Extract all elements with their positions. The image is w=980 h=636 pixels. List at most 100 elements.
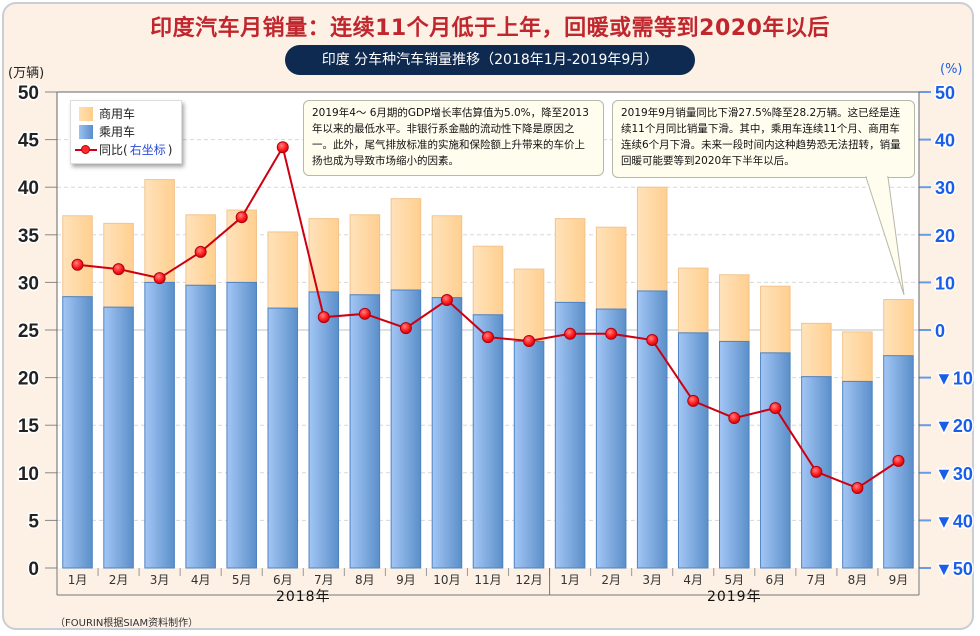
bar-commercial — [760, 285, 791, 354]
right-axis-unit: (%) — [940, 62, 963, 77]
bar-commercial — [636, 186, 668, 292]
yoy-point — [523, 334, 536, 347]
bar-passenger — [308, 291, 340, 569]
yoy-point — [646, 333, 659, 346]
left-tick-label: 50 — [18, 83, 39, 104]
bar-passenger — [554, 301, 586, 569]
chart-subtitle: 印度 分车种汽车销量推移（2018年1月-2019年9月） — [285, 45, 695, 75]
bar-passenger — [390, 289, 422, 569]
yoy-point — [728, 412, 741, 425]
passenger-swatch — [79, 125, 93, 139]
x-tick-label: 3月 — [642, 573, 662, 587]
source-note: （FOURIN根据SIAM资料制作） — [55, 618, 199, 629]
annotation-gdp: 2019年4～ 6月期的GDP增长率估算值为5.0%，降至2013年以来的最低水… — [303, 100, 604, 176]
bar-commercial — [62, 215, 93, 298]
yoy-point — [276, 141, 289, 154]
bar-passenger — [595, 308, 627, 569]
legend: 商用车 乘用车 同比(右坐标) — [70, 100, 182, 164]
bar-commercial — [472, 245, 504, 316]
x-tick-label: 4月 — [683, 573, 703, 587]
bar-passenger — [103, 306, 134, 569]
left-tick-label: 35 — [18, 226, 40, 247]
bar-passenger — [719, 340, 750, 569]
legend-label-yoy-prefix: 同比( — [99, 143, 128, 157]
yoy-point — [482, 331, 494, 344]
bar-passenger — [144, 281, 175, 569]
legend-label-yoy-suffix: ) — [167, 143, 173, 157]
commercial-swatch — [79, 107, 93, 121]
annotation-sep-2019: 2019年9月销量同比下滑27.5%降至28.2万辆。这已经是连续11个月同比销… — [612, 100, 915, 178]
legend-label-yoy-axis: 右坐标 — [129, 143, 166, 157]
bar-commercial — [144, 179, 175, 283]
bar-passenger — [226, 281, 257, 569]
x-tick-label: 8月 — [848, 573, 868, 587]
left-tick-label: 40 — [18, 178, 39, 199]
left-axis-unit: (万辆) — [8, 66, 45, 81]
x-tick-label: 9月 — [396, 573, 416, 587]
yoy-point — [194, 245, 207, 258]
bar-commercial — [513, 268, 545, 342]
bar-passenger — [636, 290, 668, 569]
x-tick-label: 11月 — [474, 573, 501, 587]
bar-passenger — [513, 340, 545, 569]
page-title: 印度汽车月销量：连续11个月低于上年，回暖或需等到2020年以后 — [150, 16, 830, 41]
bar-commercial — [554, 218, 586, 303]
yoy-point — [892, 454, 905, 467]
left-tick-label: 10 — [18, 464, 39, 485]
x-tick-label: 3月 — [150, 573, 170, 587]
yoy-point — [317, 311, 330, 324]
x-tick-label: 2月 — [601, 573, 621, 587]
bar-passenger — [62, 296, 93, 569]
bar-commercial — [595, 226, 627, 310]
x-tick-label: 7月 — [314, 573, 334, 587]
x-tick-label: 8月 — [355, 573, 375, 587]
year-label: 2018年 — [276, 589, 331, 605]
x-tick-label: 5月 — [724, 573, 744, 587]
x-tick-label: 6月 — [273, 573, 293, 587]
legend-item-passenger: 乘用车 — [79, 124, 135, 140]
yoy-point — [810, 465, 823, 478]
yoy-point — [358, 307, 371, 320]
bar-commercial — [308, 218, 340, 293]
bar-commercial — [431, 215, 463, 299]
legend-item-commercial: 商用车 — [79, 106, 135, 122]
legend-item-yoy: 同比(右坐标) — [75, 142, 172, 158]
bar-commercial — [842, 331, 873, 382]
right-tick-label: 30 — [935, 178, 955, 198]
bar-passenger — [431, 297, 463, 569]
left-tick-label: 30 — [18, 273, 39, 294]
yoy-point — [605, 327, 618, 340]
x-tick-label: 5月 — [232, 573, 252, 587]
x-tick-label: 1月 — [560, 573, 580, 587]
right-tick-label: 20 — [935, 226, 955, 246]
x-tick-label: 9月 — [889, 573, 909, 587]
yoy-point — [440, 294, 453, 307]
legend-label-commercial: 商用车 — [99, 107, 136, 121]
right-tick-label: 40 — [935, 131, 955, 151]
right-tick-label: ▼50 — [935, 559, 973, 579]
year-label: 2019年 — [707, 589, 762, 605]
bar-passenger — [677, 332, 709, 569]
right-tick-label: ▼40 — [935, 511, 973, 531]
x-tick-label: 7月 — [807, 573, 827, 587]
bar-commercial — [677, 267, 709, 334]
bar-commercial — [719, 274, 750, 342]
right-tick-label: 50 — [935, 83, 955, 103]
bar-passenger — [185, 284, 216, 569]
legend-label-passenger: 乘用车 — [99, 125, 136, 139]
yoy-point — [235, 211, 248, 224]
bar-commercial — [390, 198, 422, 291]
left-tick-label: 0 — [28, 559, 39, 580]
right-tick-label: ▼30 — [935, 464, 973, 484]
yoy-point — [399, 322, 412, 335]
yoy-point — [687, 394, 700, 407]
yoy-point — [112, 263, 125, 276]
x-tick-label: 12月 — [515, 573, 542, 587]
bar-commercial — [801, 322, 832, 378]
bar-passenger — [842, 380, 873, 569]
x-tick-label: 4月 — [191, 573, 211, 587]
bar-commercial — [883, 299, 914, 357]
bar-passenger — [760, 352, 791, 569]
left-tick-label: 25 — [18, 321, 40, 342]
